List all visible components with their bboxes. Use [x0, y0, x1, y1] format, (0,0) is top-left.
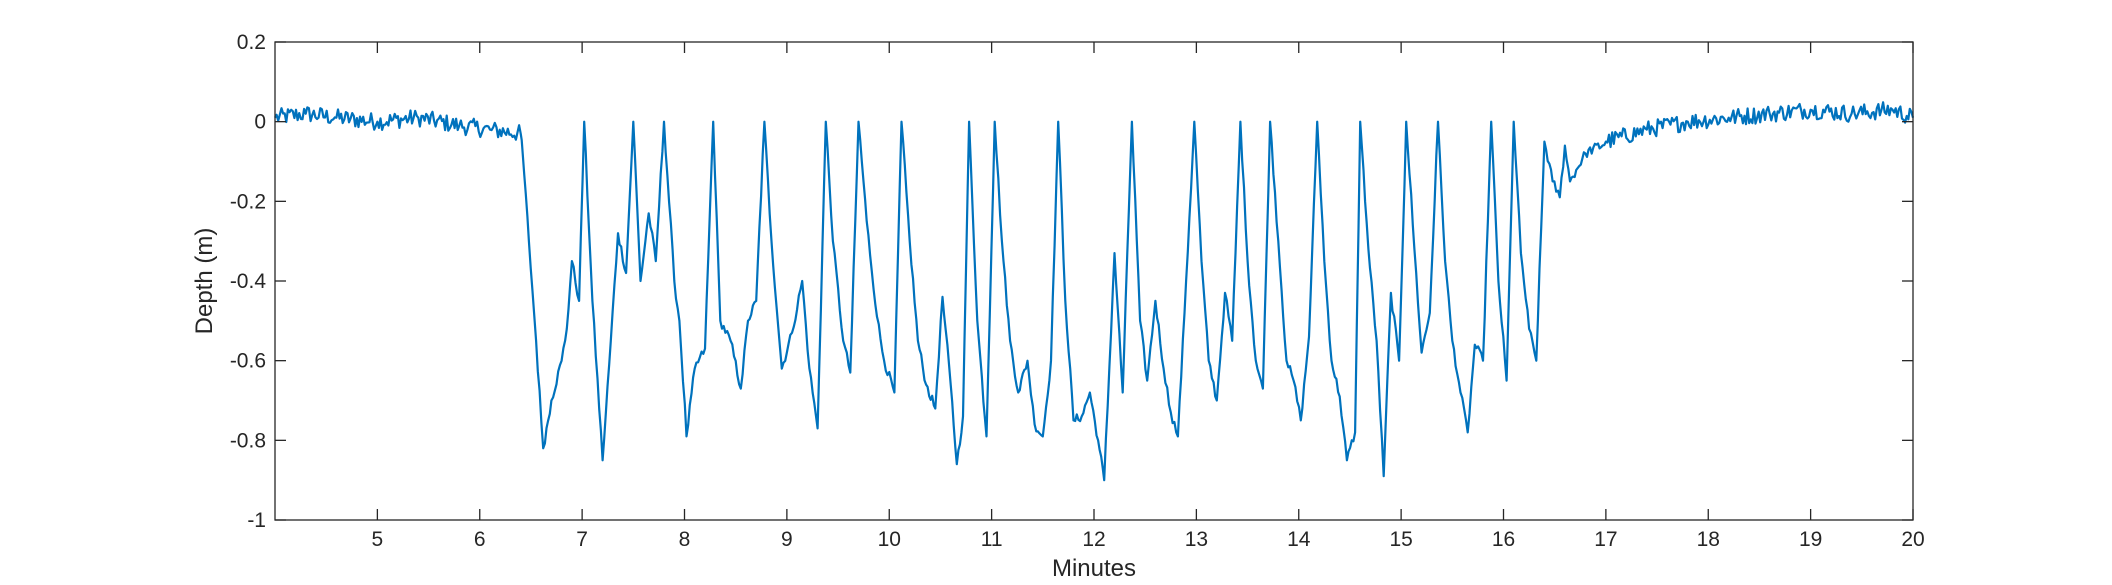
x-tick-label: 14: [1287, 528, 1311, 551]
x-tick-label: 6: [474, 528, 486, 551]
x-tick-label: 17: [1594, 528, 1617, 551]
x-tick-label: 10: [878, 528, 901, 551]
x-tick-label: 9: [781, 528, 793, 551]
series-line-0: [274, 101, 1915, 482]
x-tick-label: 16: [1492, 528, 1515, 551]
ticks-layer: 5 6 7 8 9 10 11 12 13 14 15 16 17 18 19 20 0.2 0 -0.2 -0.4 -…: [230, 31, 1925, 551]
x-tick-label: 7: [576, 528, 588, 551]
x-tick-label: 8: [679, 528, 691, 551]
x-tick-label: 13: [1185, 528, 1208, 551]
x-axis-title: Minutes: [1052, 555, 1136, 582]
y-tick-label: -0.4: [230, 270, 267, 293]
x-tick-label: 18: [1697, 528, 1720, 551]
y-axis-title: Depth (m): [191, 228, 218, 335]
x-tick-label: 15: [1389, 528, 1412, 551]
x-tick-label: 5: [372, 528, 384, 551]
x-tick-label: 12: [1082, 528, 1105, 551]
plot-area-background: [275, 42, 1913, 520]
x-tick-label: 19: [1799, 528, 1822, 551]
y-tick-label: 0: [254, 111, 266, 134]
y-tick-label: -0.8: [230, 429, 266, 452]
y-tick-label: -0.6: [230, 350, 266, 373]
y-tick-label: -0.2: [230, 190, 266, 213]
y-tick-label: 0.2: [237, 31, 266, 54]
series-layer: [274, 101, 1915, 482]
x-tick-label: 11: [981, 528, 1003, 551]
x-tick-label: 20: [1901, 528, 1924, 551]
y-tick-label: -1: [247, 509, 266, 532]
